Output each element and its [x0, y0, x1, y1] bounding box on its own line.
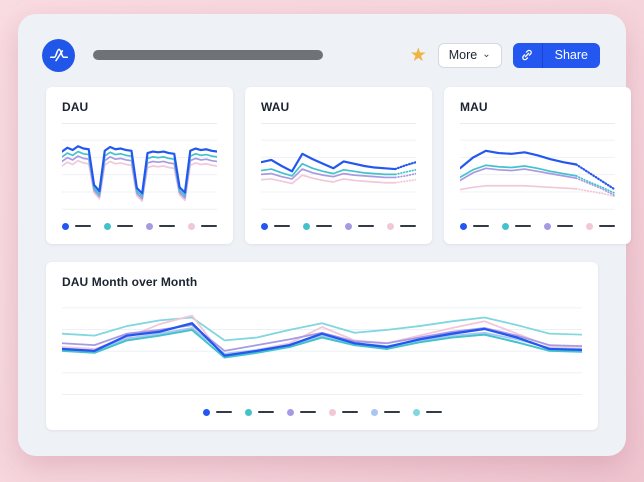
header-actions: ★ More ⌄ Share — [409, 42, 600, 68]
share-button[interactable]: Share — [543, 43, 600, 68]
dau-mom-chart-card[interactable]: DAU Month over Month — [46, 262, 598, 430]
redacted-legend-label — [557, 224, 573, 228]
more-button-label: More — [448, 48, 478, 62]
legend-entry[interactable] — [188, 222, 217, 230]
card-divider — [62, 123, 217, 124]
chevron-down-icon: ⌄ — [482, 48, 491, 60]
legend-entry[interactable] — [345, 222, 374, 230]
dau-line-chart — [62, 129, 217, 212]
legend-series-dot — [104, 222, 111, 230]
legend-entry[interactable] — [303, 222, 332, 230]
legend-entry[interactable] — [244, 408, 274, 416]
redacted-legend-label — [358, 224, 374, 228]
legend-entry[interactable] — [586, 222, 615, 230]
legend-series-dot — [146, 222, 153, 230]
redacted-dashboard-title — [93, 50, 323, 60]
redacted-legend-label — [425, 410, 442, 414]
legend-series-dot — [328, 408, 336, 416]
legend-entry[interactable] — [387, 222, 416, 230]
favorite-star-icon[interactable]: ★ — [409, 44, 427, 66]
dashboard-header: ★ More ⌄ Share — [18, 14, 626, 72]
card-divider — [261, 123, 416, 124]
legend-series-dot — [502, 222, 509, 230]
legend-entry[interactable] — [544, 222, 573, 230]
legend-entry[interactable] — [460, 222, 489, 230]
legend-entry[interactable] — [412, 408, 442, 416]
chart-title: MAU — [460, 100, 488, 114]
redacted-legend-label — [599, 224, 615, 228]
legend-entry[interactable] — [286, 408, 316, 416]
legend-series-dot — [387, 222, 394, 230]
chart-legend — [62, 404, 582, 420]
redacted-legend-label — [383, 410, 400, 414]
legend-series-dot — [412, 408, 420, 416]
wau-chart-card[interactable]: WAU — [245, 87, 432, 244]
legend-entry[interactable] — [202, 408, 232, 416]
dau-mom-line-chart — [62, 294, 582, 398]
legend-series-dot — [261, 222, 268, 230]
redacted-legend-label — [117, 224, 133, 228]
legend-series-dot — [345, 222, 352, 230]
redacted-legend-label — [257, 410, 274, 414]
redacted-legend-label — [316, 224, 332, 228]
legend-series-dot — [460, 222, 467, 230]
legend-series-dot — [286, 408, 294, 416]
redacted-legend-label — [201, 224, 217, 228]
redacted-legend-label — [274, 224, 290, 228]
chart-title: WAU — [261, 100, 290, 114]
legend-entry[interactable] — [328, 408, 358, 416]
chart-legend — [261, 218, 416, 234]
chart-tiles-row: DAU WAU MAU — [46, 87, 631, 244]
legend-series-dot — [62, 222, 69, 230]
share-button-label: Share — [554, 48, 588, 62]
legend-series-dot — [244, 408, 252, 416]
card-divider — [460, 123, 615, 124]
mau-chart-card[interactable]: MAU — [444, 87, 631, 244]
chart-legend — [460, 218, 615, 234]
legend-entry[interactable] — [104, 222, 133, 230]
dau-chart-card[interactable]: DAU — [46, 87, 233, 244]
share-split-button: Share — [512, 42, 600, 68]
mau-line-chart — [460, 129, 615, 212]
dashboard-window: ★ More ⌄ Share — [18, 14, 631, 456]
legend-series-dot — [544, 222, 551, 230]
legend-series-dot — [586, 222, 593, 230]
redacted-legend-label — [75, 224, 91, 228]
legend-series-dot — [370, 408, 378, 416]
redacted-legend-label — [159, 224, 175, 228]
legend-entry[interactable] — [370, 408, 400, 416]
wau-line-chart — [261, 129, 416, 212]
redacted-legend-label — [473, 224, 489, 228]
legend-entry[interactable] — [261, 222, 290, 230]
chart-title: DAU Month over Month — [62, 275, 198, 289]
link-icon — [522, 49, 532, 61]
legend-entry[interactable] — [62, 222, 91, 230]
chart-legend — [62, 218, 217, 234]
legend-entry[interactable] — [146, 222, 175, 230]
legend-entry[interactable] — [502, 222, 531, 230]
legend-series-dot — [188, 222, 195, 230]
legend-series-dot — [303, 222, 310, 230]
legend-series-dot — [202, 408, 210, 416]
amplitude-logo[interactable] — [42, 38, 75, 72]
redacted-legend-label — [341, 410, 358, 414]
amplitude-wave-icon — [49, 48, 68, 62]
redacted-legend-label — [215, 410, 232, 414]
redacted-legend-label — [299, 410, 316, 414]
chart-title: DAU — [62, 100, 89, 114]
copy-link-button[interactable] — [513, 42, 543, 68]
redacted-legend-label — [400, 224, 416, 228]
more-button[interactable]: More ⌄ — [437, 42, 502, 68]
redacted-legend-label — [515, 224, 531, 228]
